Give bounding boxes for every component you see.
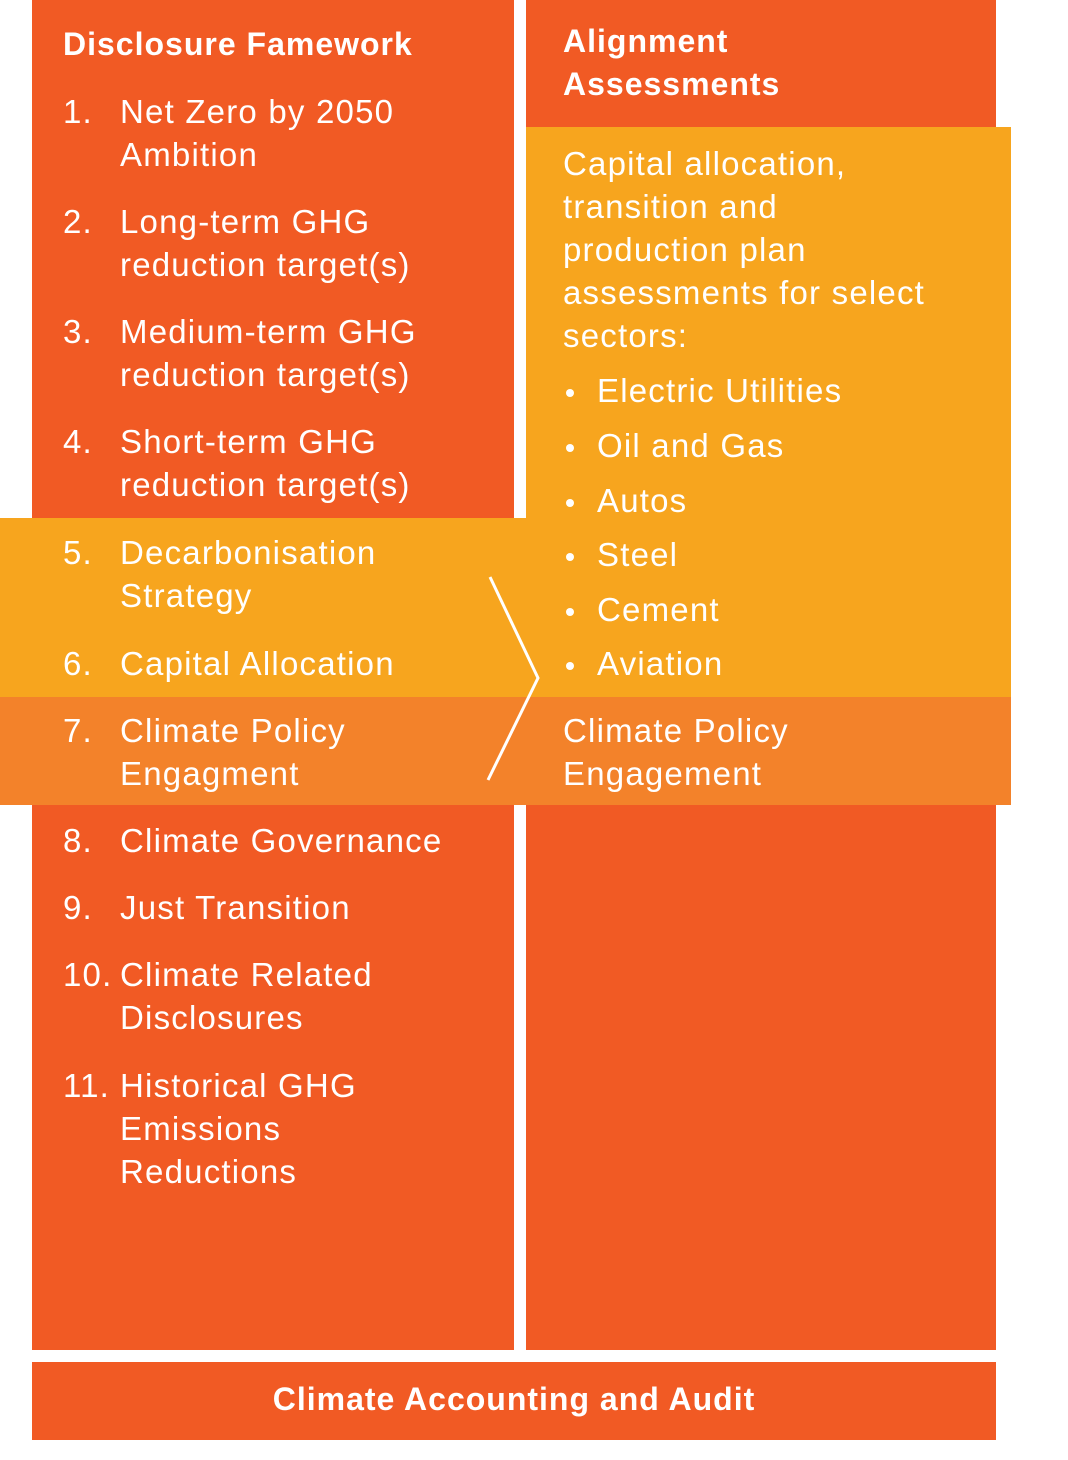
right-title: Alignment Assessments	[563, 23, 781, 102]
bullet	[566, 499, 574, 507]
sector: Electric Utilities	[597, 372, 843, 409]
item-text: Medium-term GHG reduction target(s)	[120, 313, 417, 393]
bullet	[566, 553, 574, 561]
item-text: Climate Policy Engagment	[120, 712, 346, 792]
item-text: Capital Allocation	[120, 645, 395, 682]
left-title: Disclosure Famework	[63, 26, 413, 62]
item-number: 8.	[63, 822, 93, 859]
item-number: 4.	[63, 423, 93, 460]
item-number: 2.	[63, 203, 93, 240]
bullet	[566, 389, 574, 397]
item-number: 3.	[63, 313, 93, 350]
item-text: Just Transition	[120, 889, 351, 926]
item-number: 1.	[63, 93, 93, 130]
bullet	[566, 608, 574, 616]
sector: Steel	[597, 536, 679, 573]
item-text: Long-term GHG reduction target(s)	[120, 203, 411, 283]
sector: Autos	[597, 482, 688, 519]
item-number: 10.	[63, 956, 113, 993]
bullet	[566, 662, 574, 670]
item-text: Short-term GHG reduction target(s)	[120, 423, 411, 503]
right-footer: Climate Policy Engagement	[563, 712, 789, 792]
bottom-title: Climate Accounting and Audit	[272, 1381, 756, 1417]
item-text: Climate Related Disclosures	[120, 956, 373, 1036]
item-text: Decarbonisation Strategy	[120, 534, 377, 614]
item-text: Climate Governance	[120, 822, 443, 859]
policy-band	[0, 697, 1011, 805]
sector: Cement	[597, 591, 720, 628]
item-number: 5.	[63, 534, 93, 571]
chevron-line	[486, 576, 540, 781]
item-number: 6.	[63, 645, 93, 682]
highlight-band-left	[0, 518, 527, 697]
item-number: 7.	[63, 712, 93, 749]
bottom-bar	[32, 1362, 996, 1440]
sector: Aviation	[597, 645, 724, 682]
highlight-band-right	[526, 127, 1011, 697]
item-number: 11.	[63, 1067, 111, 1104]
item-number: 9.	[63, 889, 93, 926]
sector: Oil and Gas	[597, 427, 785, 464]
right-description: Capital allocation, transition and produ…	[563, 145, 926, 354]
item-text: Historical GHG Emissions Reductions	[120, 1067, 357, 1190]
bullet	[566, 444, 574, 452]
item-text: Net Zero by 2050 Ambition	[120, 93, 395, 173]
